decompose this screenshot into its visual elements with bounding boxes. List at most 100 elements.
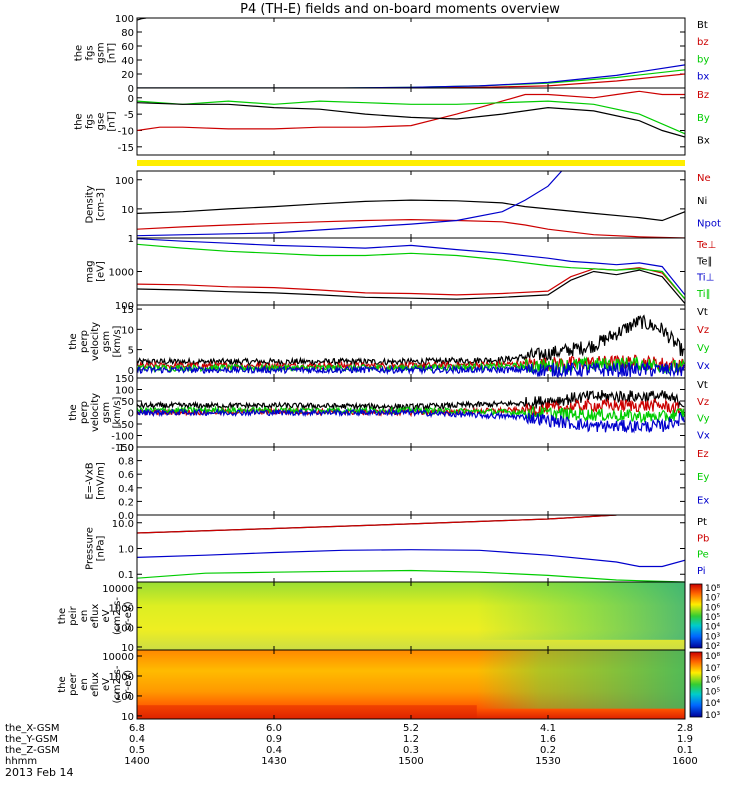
y-tick-label: 0.8 — [118, 457, 134, 468]
series-group — [137, 171, 685, 238]
y-tick-label: 10000 — [102, 652, 134, 663]
y-axis-label: fgs — [85, 114, 96, 129]
y-tick-label: 100 — [115, 692, 134, 703]
y-tick-label: 0.2 — [118, 497, 134, 508]
y-tick-label: 1.0 — [118, 443, 134, 454]
x-axis-label: hhmm — [5, 756, 37, 767]
series-Pe — [137, 569, 685, 582]
y-tick-label: 100 — [115, 301, 134, 312]
x-tick-label: 1500 — [398, 756, 423, 767]
y-tick-label: 1.0 — [118, 545, 134, 556]
y-axis-label: [mV/m] — [96, 462, 107, 500]
y-axis-label: sr-eV) — [123, 670, 134, 699]
quality-flag-band — [137, 160, 685, 166]
panel-fgs-gsm: 0 20 40 60 80 100 the fgs gsm [nT] Bt bz by bx — [74, 14, 710, 95]
orbit-value: 2.8 — [677, 723, 693, 734]
y-axis-label: [nT] — [107, 111, 118, 131]
colorbar — [689, 651, 703, 718]
y-axis-label: fgs — [85, 45, 96, 60]
x-tick-label: 1400 — [124, 756, 149, 767]
y-axis-label: (cm2-s- — [112, 665, 123, 703]
legend-Vx: Vx — [697, 431, 710, 442]
y-axis-label: [nPa] — [96, 535, 107, 561]
y-tick-label: 100 — [115, 176, 134, 187]
y-tick-label: 1000 — [109, 604, 134, 615]
y-axis-label: peir — [68, 605, 79, 625]
panel-fgs-gse-detrend: -15 -10 -5 0 the fgs gse [nT] Bz By Bx — [74, 87, 710, 156]
orbit-value: 6.8 — [129, 723, 145, 734]
colorbar-tick-label: 10³ — [705, 711, 720, 721]
spectrogram-high-energy-region — [476, 582, 685, 640]
y-axis-label: Density — [85, 185, 96, 223]
y-axis-label: Pressure — [85, 527, 96, 570]
y-axis-label: eflux — [90, 604, 101, 629]
series-Vx — [137, 361, 685, 378]
legend-Pi: Pi — [697, 566, 706, 577]
legend-Ti∥: Ti∥ — [696, 289, 711, 300]
y-tick-label: 0.0 — [118, 511, 134, 522]
y-tick-label: 10.0 — [112, 519, 134, 530]
legend-Pe: Pe — [697, 550, 709, 561]
orbit-value: 0.9 — [266, 734, 282, 745]
orbit-value: 5.2 — [403, 723, 419, 734]
orbit-label: the_Y-GSM — [5, 734, 58, 745]
series-Ne — [137, 218, 685, 238]
y-axis-label: E=-VxB — [85, 462, 96, 499]
panel-temperature: 100 1000 mag [eV] Te⊥ Te∥ Ti⊥ Ti∥ — [85, 237, 716, 312]
y-tick-label: 1000 — [109, 268, 134, 279]
legend-by: by — [697, 54, 709, 65]
series-Pb — [137, 515, 617, 534]
series-Vy — [137, 405, 685, 424]
y-axis-label: [km/s] — [112, 396, 123, 428]
y-tick-label: 0 — [128, 366, 134, 377]
y-tick-label: 10 — [121, 205, 134, 216]
y-axis-label: gse — [96, 113, 107, 131]
panel-frame — [136, 514, 686, 583]
legend-Ne: Ne — [697, 173, 711, 184]
y-axis-label: the — [57, 676, 68, 692]
legend-Vz: Vz — [697, 325, 709, 336]
orbit-value: 1.6 — [540, 734, 556, 745]
panel-frame — [136, 17, 686, 89]
y-tick-label: -50 — [118, 420, 134, 431]
y-tick-label: 0.1 — [118, 570, 134, 581]
y-tick-label: 1000 — [109, 672, 134, 683]
series-Bz — [137, 90, 685, 132]
series-group — [137, 238, 685, 304]
colorbar-tick-label: 10⁶ — [705, 603, 720, 613]
y-tick-label: -100 — [111, 432, 134, 443]
orbit-value: 0.5 — [129, 745, 145, 756]
y-axis-label: the — [57, 608, 68, 624]
y-axis-label: perp — [79, 330, 90, 353]
y-axis-label: velocity — [90, 393, 101, 432]
colorbar-tick-label: 10⁷ — [705, 664, 720, 674]
y-axis-label: en — [79, 678, 90, 691]
orbit-label: the_X-GSM — [5, 723, 59, 734]
y-axis-label: the — [68, 404, 79, 420]
series-group — [137, 18, 685, 88]
orbit-value: 1.2 — [403, 734, 419, 745]
y-tick-label: 5 — [128, 346, 134, 357]
series-Pi — [137, 549, 685, 568]
legend-Ez: Ez — [697, 449, 709, 460]
y-tick-label: 10 — [121, 325, 134, 336]
colorbar — [689, 583, 703, 649]
series-Vt — [137, 314, 685, 367]
legend-By: By — [697, 113, 710, 124]
orbit-value: 0.4 — [266, 745, 282, 756]
series-bz — [137, 73, 685, 88]
panel-exb: 0.0 0.2 0.4 0.6 0.8 1.0 E=-VxB [mV/m] Ez Ey Ex — [85, 443, 710, 522]
y-axis-label: gsm — [101, 402, 112, 423]
y-tick-label: -15 — [118, 143, 134, 154]
series-group — [137, 390, 685, 434]
y-axis-label: the — [74, 113, 85, 129]
legend-Vz: Vz — [697, 397, 709, 408]
series-Vz — [137, 397, 685, 418]
legend-Ey: Ey — [697, 472, 709, 483]
y-axis-label: (cm2-s- — [112, 597, 123, 635]
y-axis-label: [eV] — [96, 261, 107, 282]
y-axis-label: peer — [68, 672, 79, 696]
